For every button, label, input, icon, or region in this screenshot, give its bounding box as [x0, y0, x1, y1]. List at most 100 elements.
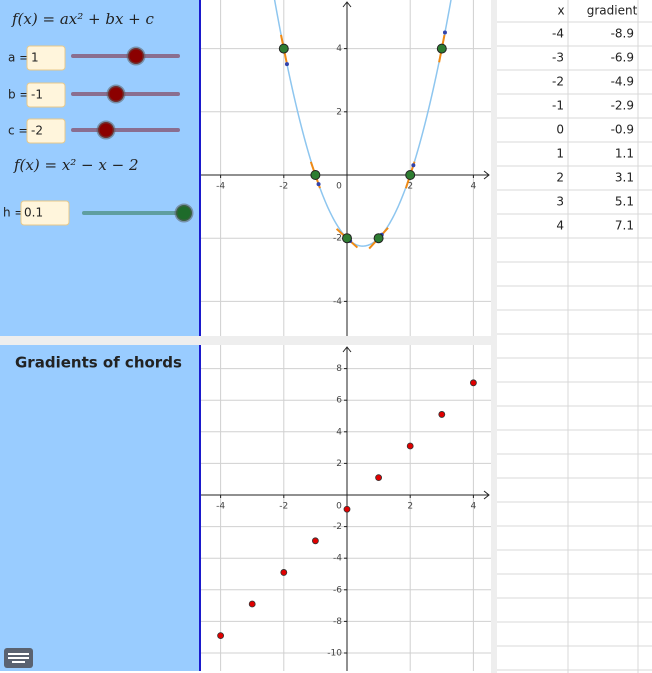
y-tick-label: -2	[333, 522, 342, 532]
cell-x: 4	[556, 219, 564, 233]
point-x-plus-h	[284, 62, 289, 67]
origin-label: 0	[336, 182, 342, 192]
cell-gradient: 3.1	[615, 171, 634, 185]
curve-point	[373, 233, 384, 244]
divider	[491, 0, 497, 673]
cell-x: -3	[552, 51, 564, 65]
cell-gradient: -2.9	[611, 99, 634, 113]
y-tick-label: 4	[336, 44, 342, 54]
slider-handle[interactable]	[106, 84, 126, 104]
x-tick-label: 4	[471, 182, 477, 192]
y-tick-label: -8	[333, 617, 342, 627]
slider-label: b =	[8, 88, 30, 102]
cell-gradient: 1.1	[615, 147, 634, 161]
curve-point	[278, 43, 289, 54]
x-tick-label: -4	[216, 502, 225, 512]
gradient-graph: -4 -2 2 4 -10 -8 -6 -4 -2 2 4 6 8 0	[201, 345, 491, 671]
slider-label: c =	[8, 124, 28, 138]
axis-arrow	[483, 490, 490, 500]
slider-handle[interactable]	[174, 203, 194, 223]
cell-gradient: 7.1	[615, 219, 634, 233]
point-x-plus-h	[411, 163, 416, 168]
panel-border	[199, 345, 201, 671]
x-tick-label: 2	[407, 182, 413, 192]
input-box[interactable]	[26, 118, 66, 144]
slider-value[interactable]: -2	[31, 124, 43, 138]
divider	[0, 336, 497, 345]
x-tick-label: -2	[279, 182, 288, 192]
formula: f(x) = x² − x − 2	[13, 156, 139, 174]
cell-gradient: -0.9	[611, 123, 634, 137]
x-tick-label: 4	[471, 502, 477, 512]
y-tick-label: -6	[333, 585, 342, 595]
cell-gradient: 5.1	[615, 195, 634, 209]
cell-gradient: -8.9	[611, 27, 634, 41]
gradient-point	[248, 600, 256, 608]
y-tick-label: -10	[327, 649, 342, 659]
cell-gradient: -6.9	[611, 51, 634, 65]
slider-c[interactable]: c = -2	[8, 118, 180, 144]
gradient-point	[343, 505, 351, 513]
panel-border	[199, 0, 201, 336]
slider-b[interactable]: b = -1	[8, 82, 180, 108]
curve-point	[310, 170, 321, 180]
lower-panel	[0, 345, 199, 671]
point-x-plus-h	[442, 30, 447, 35]
input-box[interactable]	[26, 82, 66, 108]
column-header: gradient	[587, 4, 638, 18]
y-tick-label: 4	[336, 427, 342, 437]
x-tick-label: -2	[279, 502, 288, 512]
cell-x: 0	[556, 123, 564, 137]
axis-arrow	[483, 170, 490, 180]
slider-value[interactable]: 1	[31, 51, 39, 65]
cell-x: 2	[556, 171, 564, 185]
slider-h[interactable]: h = 0.1	[3, 200, 194, 226]
origin-label: 0	[336, 502, 342, 512]
gradient-point	[438, 411, 446, 418]
point-x-plus-h	[316, 182, 321, 187]
axis-arrow	[342, 346, 352, 353]
y-tick-label: 2	[336, 459, 342, 469]
gradient-point	[217, 632, 225, 640]
gradient-point	[406, 442, 414, 450]
gradient-point	[469, 379, 477, 387]
general-formula: f(x) = ax² + bx + c	[11, 10, 155, 28]
column-header: x	[557, 4, 564, 18]
cell-x: -2	[552, 75, 564, 89]
gradient-point	[375, 474, 383, 482]
slider-handle[interactable]	[126, 46, 146, 66]
slider-label: a =	[8, 51, 29, 65]
y-tick-label: -2	[333, 234, 342, 244]
input-box[interactable]	[20, 200, 70, 226]
y-tick-label: -4	[333, 297, 342, 307]
y-tick-label: 2	[336, 107, 342, 117]
slider-value[interactable]: 0.1	[24, 206, 43, 220]
section-title: Gradients of chords	[15, 354, 182, 372]
slider-a[interactable]: a = 1	[8, 45, 180, 71]
curve-point	[405, 170, 416, 180]
cell-x: -4	[552, 27, 564, 41]
x-tick-label: 2	[407, 502, 413, 512]
cell-gradient: -4.9	[611, 75, 634, 89]
curve-point	[342, 233, 352, 244]
slider-handle[interactable]	[96, 120, 116, 140]
x-tick-label: -4	[216, 182, 225, 192]
slider-label: h =	[3, 206, 24, 220]
cell-x: -1	[552, 99, 564, 113]
y-tick-label: 8	[336, 364, 342, 374]
keyboard-button[interactable]	[4, 648, 33, 668]
graphics-view	[201, 0, 491, 336]
y-tick-label: 6	[336, 396, 342, 406]
curve-point	[436, 43, 447, 54]
function-graph: -4 -2 2 4 -4 -2 2 4 0	[201, 0, 491, 336]
cell-x: 3	[556, 195, 564, 209]
axis-arrow	[342, 1, 352, 8]
gradient-point	[311, 537, 319, 545]
gradient-point	[280, 569, 288, 576]
input-box[interactable]	[26, 45, 66, 71]
spreadsheet: x gradient -4 -8.9 -3 -6.9 -2 -4.9 -1 -2.9 0 -0.9 1 1…	[497, 0, 652, 673]
slider-value[interactable]: -1	[31, 88, 43, 102]
y-tick-label: -4	[333, 554, 342, 564]
cell-x: 1	[556, 147, 564, 161]
